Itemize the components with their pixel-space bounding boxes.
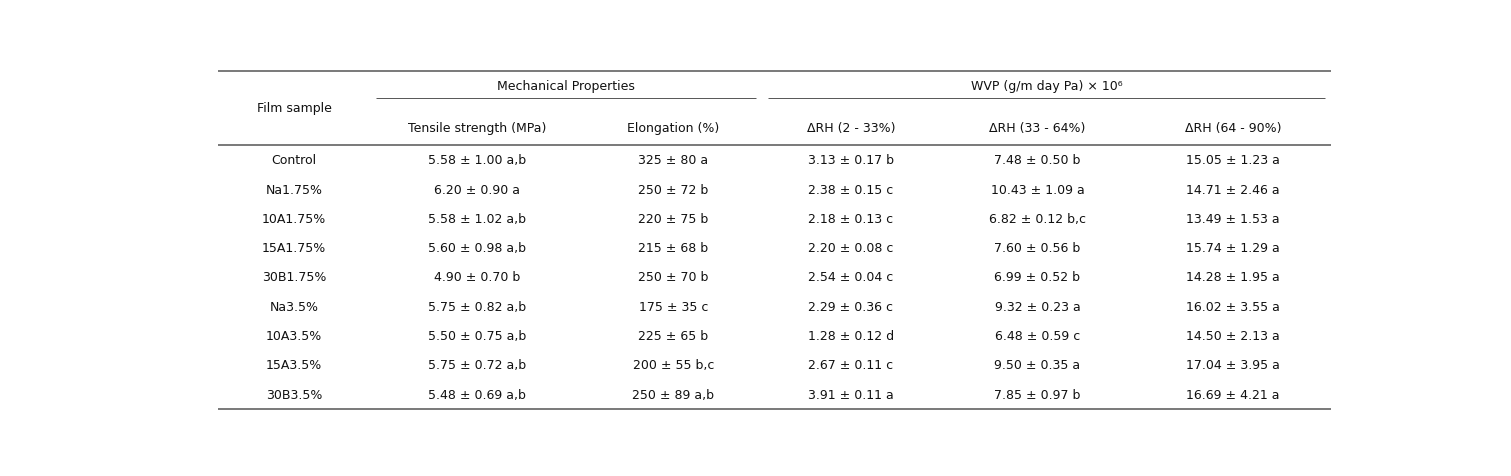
Text: 225 ± 65 b: 225 ± 65 b — [638, 329, 709, 342]
Text: 2.38 ± 0.15 c: 2.38 ± 0.15 c — [808, 183, 893, 196]
Text: 15A3.5%: 15A3.5% — [266, 358, 322, 372]
Text: 14.50 ± 2.13 a: 14.50 ± 2.13 a — [1186, 329, 1280, 342]
Text: 5.60 ± 0.98 a,b: 5.60 ± 0.98 a,b — [428, 242, 526, 255]
Text: ΔRH (64 - 90%): ΔRH (64 - 90%) — [1185, 121, 1281, 135]
Text: 6.20 ± 0.90 a: 6.20 ± 0.90 a — [434, 183, 520, 196]
Text: 175 ± 35 c: 175 ± 35 c — [639, 300, 709, 313]
Text: 6.48 ± 0.59 c: 6.48 ± 0.59 c — [994, 329, 1080, 342]
Text: 220 ± 75 b: 220 ± 75 b — [638, 212, 709, 225]
Text: 9.50 ± 0.35 a: 9.50 ± 0.35 a — [994, 358, 1080, 372]
Text: 1.28 ± 0.12 d: 1.28 ± 0.12 d — [808, 329, 895, 342]
Text: 10.43 ± 1.09 a: 10.43 ± 1.09 a — [991, 183, 1085, 196]
Text: 325 ± 80 a: 325 ± 80 a — [638, 154, 709, 167]
Text: 9.32 ± 0.23 a: 9.32 ± 0.23 a — [994, 300, 1080, 313]
Text: 5.58 ± 1.02 a,b: 5.58 ± 1.02 a,b — [428, 212, 526, 225]
Text: 15.05 ± 1.23 a: 15.05 ± 1.23 a — [1186, 154, 1280, 167]
Text: 10A1.75%: 10A1.75% — [261, 212, 326, 225]
Text: 2.29 ± 0.36 c: 2.29 ± 0.36 c — [808, 300, 893, 313]
Text: Film sample: Film sample — [257, 102, 331, 115]
Text: 2.54 ± 0.04 c: 2.54 ± 0.04 c — [808, 271, 893, 284]
Text: 15A1.75%: 15A1.75% — [261, 242, 326, 255]
Text: 6.82 ± 0.12 b,c: 6.82 ± 0.12 b,c — [988, 212, 1086, 225]
Text: 5.58 ± 1.00 a,b: 5.58 ± 1.00 a,b — [428, 154, 526, 167]
Text: ΔRH (33 - 64%): ΔRH (33 - 64%) — [990, 121, 1085, 135]
Text: 30B3.5%: 30B3.5% — [266, 388, 322, 401]
Text: 17.04 ± 3.95 a: 17.04 ± 3.95 a — [1186, 358, 1280, 372]
Text: 14.28 ± 1.95 a: 14.28 ± 1.95 a — [1186, 271, 1280, 284]
Text: 6.99 ± 0.52 b: 6.99 ± 0.52 b — [994, 271, 1080, 284]
Text: 3.13 ± 0.17 b: 3.13 ± 0.17 b — [808, 154, 895, 167]
Text: 10A3.5%: 10A3.5% — [266, 329, 322, 342]
Text: WVP (g/m day Pa) × 10⁶: WVP (g/m day Pa) × 10⁶ — [970, 80, 1123, 93]
Text: 15.74 ± 1.29 a: 15.74 ± 1.29 a — [1186, 242, 1280, 255]
Text: ΔRH (2 - 33%): ΔRH (2 - 33%) — [807, 121, 895, 135]
Text: 7.60 ± 0.56 b: 7.60 ± 0.56 b — [994, 242, 1080, 255]
Text: 14.71 ± 2.46 a: 14.71 ± 2.46 a — [1186, 183, 1280, 196]
Text: 200 ± 55 b,c: 200 ± 55 b,c — [633, 358, 715, 372]
Text: 7.48 ± 0.50 b: 7.48 ± 0.50 b — [994, 154, 1080, 167]
Text: 4.90 ± 0.70 b: 4.90 ± 0.70 b — [434, 271, 520, 284]
Text: Mechanical Properties: Mechanical Properties — [497, 80, 635, 93]
Text: 250 ± 72 b: 250 ± 72 b — [638, 183, 709, 196]
Text: 3.91 ± 0.11 a: 3.91 ± 0.11 a — [808, 388, 895, 401]
Text: 250 ± 89 a,b: 250 ± 89 a,b — [633, 388, 715, 401]
Text: 2.67 ± 0.11 c: 2.67 ± 0.11 c — [808, 358, 893, 372]
Text: 7.85 ± 0.97 b: 7.85 ± 0.97 b — [994, 388, 1080, 401]
Text: 2.18 ± 0.13 c: 2.18 ± 0.13 c — [808, 212, 893, 225]
Text: 30B1.75%: 30B1.75% — [261, 271, 326, 284]
Text: 16.02 ± 3.55 a: 16.02 ± 3.55 a — [1186, 300, 1280, 313]
Text: 16.69 ± 4.21 a: 16.69 ± 4.21 a — [1186, 388, 1280, 401]
Text: Control: Control — [272, 154, 317, 167]
Text: Na1.75%: Na1.75% — [266, 183, 322, 196]
Text: 2.20 ± 0.08 c: 2.20 ± 0.08 c — [808, 242, 893, 255]
Text: Na3.5%: Na3.5% — [269, 300, 319, 313]
Text: 5.50 ± 0.75 a,b: 5.50 ± 0.75 a,b — [428, 329, 526, 342]
Text: 5.75 ± 0.72 a,b: 5.75 ± 0.72 a,b — [428, 358, 526, 372]
Text: 250 ± 70 b: 250 ± 70 b — [638, 271, 709, 284]
Text: 5.75 ± 0.82 a,b: 5.75 ± 0.82 a,b — [428, 300, 526, 313]
Text: 13.49 ± 1.53 a: 13.49 ± 1.53 a — [1186, 212, 1280, 225]
Text: 215 ± 68 b: 215 ± 68 b — [638, 242, 709, 255]
Text: 5.48 ± 0.69 a,b: 5.48 ± 0.69 a,b — [428, 388, 526, 401]
Text: Elongation (%): Elongation (%) — [627, 121, 719, 135]
Text: Tensile strength (MPa): Tensile strength (MPa) — [408, 121, 547, 135]
